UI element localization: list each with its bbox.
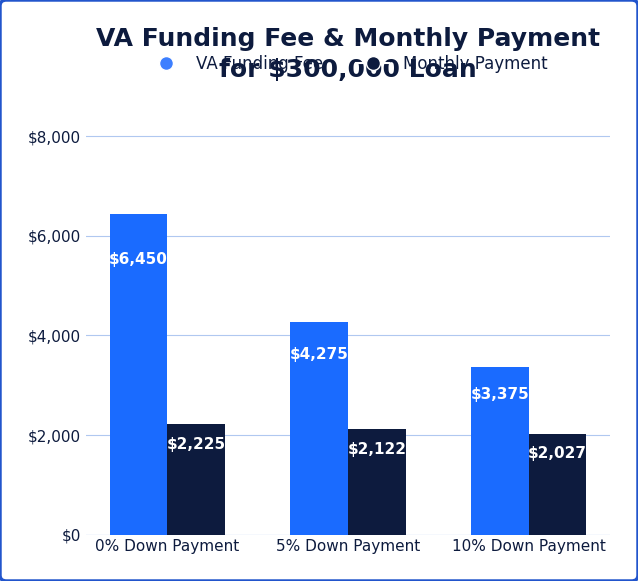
Bar xyxy=(529,433,586,535)
Bar xyxy=(348,429,406,535)
Text: $2,027: $2,027 xyxy=(528,446,587,461)
Bar xyxy=(471,367,529,535)
Text: $6,450: $6,450 xyxy=(109,252,168,267)
Text: $2,122: $2,122 xyxy=(348,442,406,457)
Title: VA Funding Fee & Monthly Payment
for $300,000 Loan: VA Funding Fee & Monthly Payment for $30… xyxy=(96,27,600,83)
Text: $4,275: $4,275 xyxy=(290,347,348,363)
Bar xyxy=(110,214,168,535)
Legend: VA Funding Fee, Monthly Payment: VA Funding Fee, Monthly Payment xyxy=(142,48,554,80)
Text: $2,225: $2,225 xyxy=(167,437,226,452)
Text: $3,375: $3,375 xyxy=(470,387,529,401)
Bar xyxy=(290,322,348,535)
Bar xyxy=(168,424,225,535)
